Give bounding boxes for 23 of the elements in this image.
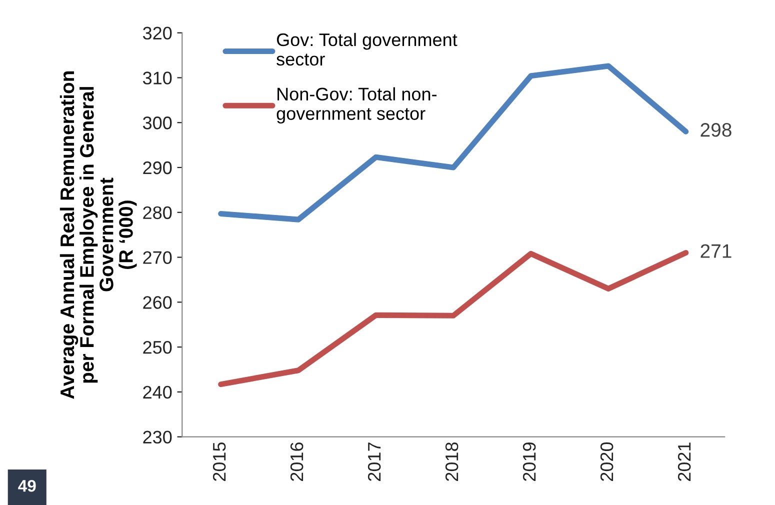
y-tick-label: 250	[143, 340, 172, 354]
y-tick-label: 280	[143, 206, 172, 220]
y-axis-title: Average Annual Real Remuneration per Formal Employee in General Government (R ‘000)	[60, 71, 137, 399]
x-tick-label: 2015	[212, 442, 226, 481]
y-tick-label: 270	[143, 251, 172, 264]
text: 49	[18, 480, 36, 492]
x-tick-label: 2020	[600, 442, 614, 481]
x-tick-label: 2021	[678, 442, 691, 481]
y-tick-label: 310	[142, 72, 172, 84]
y-tick-label: 260	[143, 296, 172, 309]
y-tick-label: 300	[142, 116, 172, 130]
y-tick-label: 240	[143, 386, 172, 399]
x-tick-label: 2018	[445, 442, 458, 481]
y-tick-label: 230	[143, 430, 172, 444]
x-tick-label: 2019	[522, 442, 536, 481]
y-tick-label: 320	[142, 26, 172, 40]
x-tick-label: 2017	[368, 442, 381, 481]
legend-label: Gov: Total government sector	[276, 32, 458, 66]
data-label: 271	[700, 244, 732, 258]
data-label: 298	[700, 123, 732, 137]
y-tick-label: 290	[143, 161, 172, 174]
x-tick-label: 2016	[290, 442, 304, 481]
legend-label: Non-Gov: Total non- government sector	[276, 87, 437, 124]
